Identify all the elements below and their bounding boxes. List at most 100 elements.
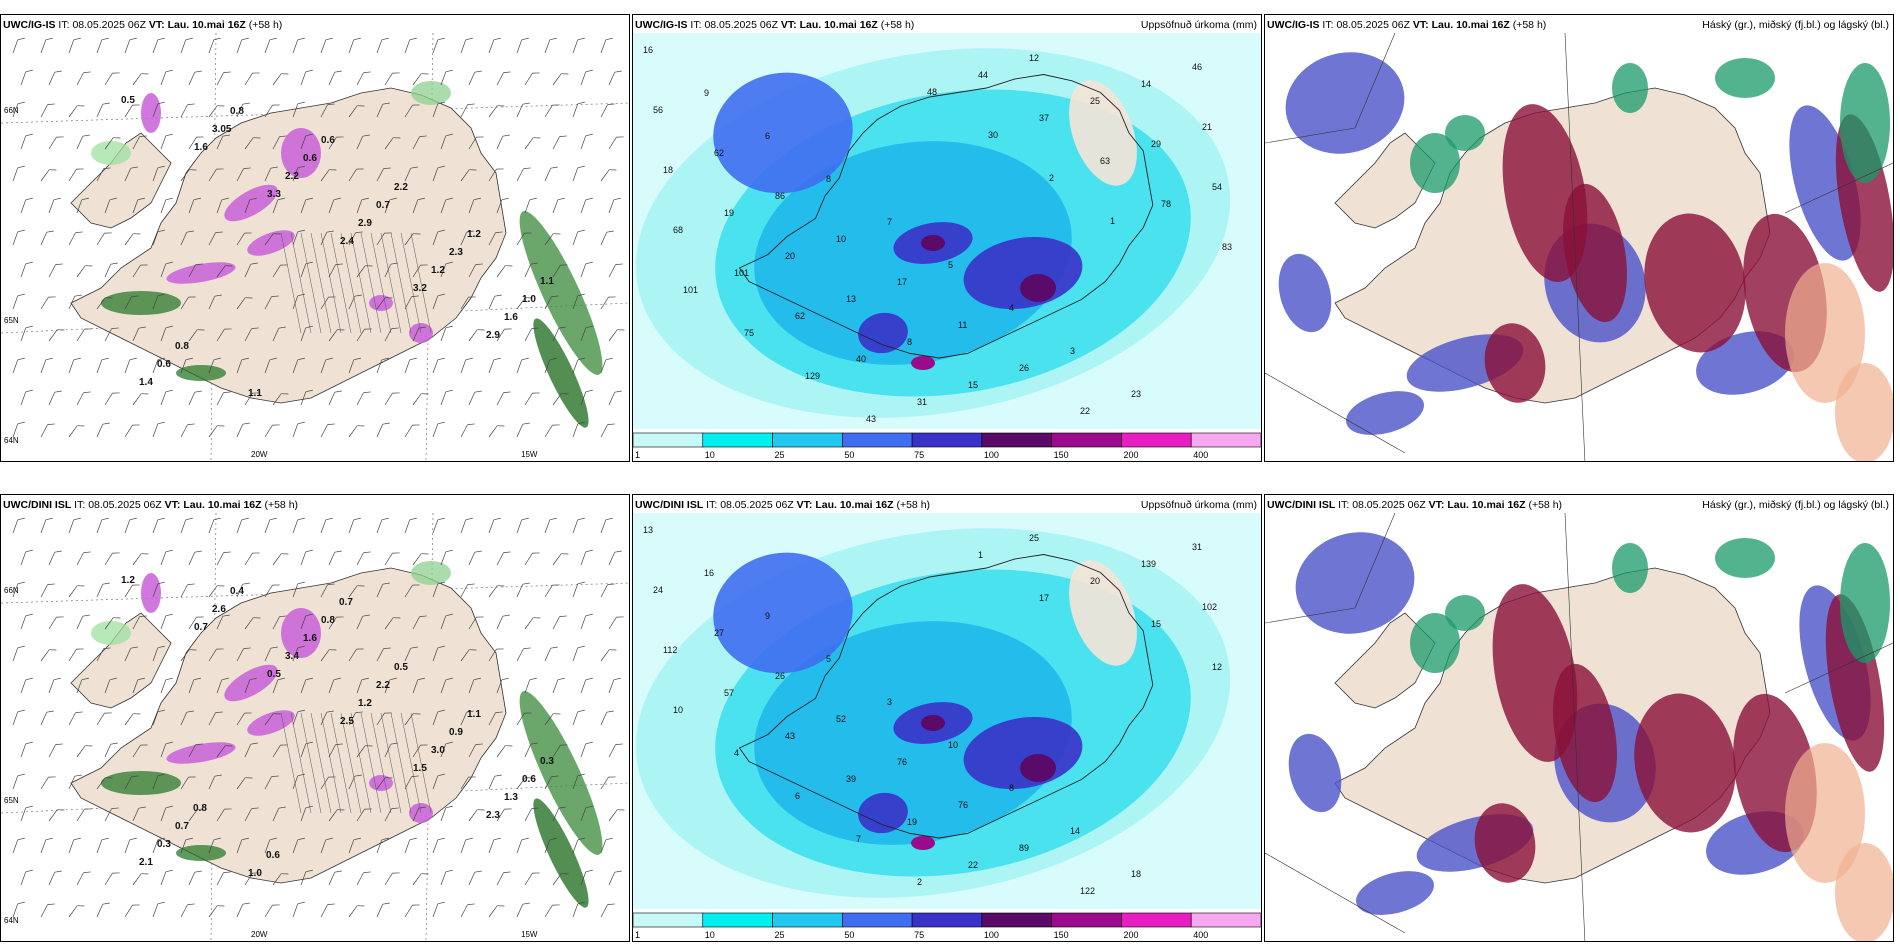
wind-barb — [264, 104, 280, 118]
wind-barb — [152, 229, 165, 246]
wind-barb — [600, 837, 613, 854]
precip-core — [1020, 274, 1056, 302]
wind-barb — [216, 265, 233, 278]
wind-barb — [432, 517, 445, 534]
wind-barb — [20, 741, 33, 758]
station-value: 21 — [1202, 122, 1212, 132]
station-value: 48 — [927, 87, 937, 97]
wind-barb — [376, 647, 391, 662]
wind-barb — [12, 357, 25, 374]
wind-barb — [524, 742, 538, 758]
wind-barb — [300, 613, 313, 630]
mid-cloud — [1634, 693, 1736, 833]
wind-barb — [460, 517, 473, 534]
station-value: 1 — [1110, 216, 1115, 226]
colorbar-tick: 75 — [914, 450, 924, 460]
wind-barb — [12, 837, 25, 854]
wind-barb — [272, 744, 288, 758]
wind-barb — [124, 37, 137, 54]
wind-barb — [488, 648, 504, 662]
wind-barb — [348, 231, 363, 246]
precip-map: 16 9 6 8 7 5 4 3 23 46 56 62 86 10 17 11 26 22 14 21 18 19 20 1… — [633, 33, 1261, 429]
wind-barb — [544, 37, 557, 54]
wind-barb — [384, 327, 399, 342]
wind-barb — [432, 901, 445, 918]
wind-barb — [348, 774, 362, 790]
wind-barb — [264, 904, 280, 918]
value-label: 2.2 — [376, 680, 390, 691]
station-value: 57 — [724, 688, 734, 698]
wind-barb — [468, 263, 483, 278]
wind-barb — [236, 647, 251, 662]
station-value: 68 — [673, 225, 683, 235]
wind-barb — [600, 37, 613, 54]
cloud-title: Háský (gr.), miðský (fj.bl.) og lágský (… — [1702, 499, 1889, 511]
wind-barb — [552, 806, 566, 822]
lon-line — [210, 513, 217, 941]
wind-barb — [432, 645, 445, 662]
station-value: 62 — [795, 311, 805, 321]
value-label: 0.6 — [321, 135, 335, 146]
wind-barb — [600, 230, 614, 246]
wind-barb — [572, 421, 585, 438]
value-label: 1.2 — [467, 229, 481, 240]
hatch-line — [340, 232, 362, 334]
wind-barb — [404, 775, 419, 790]
value-label: 0.7 — [339, 597, 353, 608]
wind-barb — [216, 871, 231, 886]
wind-barb — [188, 329, 205, 342]
wind-barb — [348, 105, 365, 118]
station-value: 43 — [785, 731, 795, 741]
cloud-mix — [1785, 743, 1865, 883]
iceland-outline — [738, 554, 1154, 839]
wind-barb — [96, 902, 110, 918]
wind-barb — [68, 517, 81, 534]
value-label: 2.2 — [394, 182, 408, 193]
wind-barb — [132, 615, 147, 630]
panel-title: UWC/DINI ISL IT: 08.05.2025 06Z VT: Lau.… — [635, 499, 931, 511]
green-shade — [519, 691, 603, 855]
wind-barb — [132, 73, 149, 86]
wind-barb — [104, 72, 120, 86]
wind-barb — [48, 197, 61, 214]
value-label: 1.3 — [504, 792, 518, 803]
wind-barb — [496, 745, 513, 758]
wind-barb — [76, 871, 91, 886]
lat-label: 65N — [4, 796, 19, 805]
wind-barb — [272, 393, 289, 406]
wind-barb — [264, 424, 280, 438]
value-label: 0.7 — [175, 821, 189, 832]
wind-barb — [216, 328, 232, 342]
wind-barb — [544, 104, 560, 118]
value-label: 1.6 — [194, 142, 208, 153]
cloud-mix — [1835, 363, 1893, 461]
wind-barb — [216, 197, 229, 214]
wind-barb — [20, 69, 33, 86]
wind-barb — [132, 135, 147, 150]
wind-barb — [404, 357, 417, 374]
projection-line — [1564, 513, 1586, 941]
wind-barb — [180, 776, 196, 790]
wind-barb — [468, 809, 485, 822]
wind-barb — [404, 837, 417, 854]
wind-barb — [544, 837, 557, 854]
wind-barb — [440, 261, 453, 278]
value-label: 1.2 — [431, 265, 445, 276]
colorbar-tick: 400 — [1193, 450, 1208, 460]
wind-barb — [488, 168, 504, 182]
hatch-line — [280, 712, 302, 814]
value-label: 1.1 — [467, 709, 481, 720]
wind-barb — [608, 329, 625, 342]
wind-barb — [292, 773, 305, 790]
wind-barb — [348, 905, 365, 918]
wind-barb — [376, 517, 389, 534]
wind-barb — [96, 777, 113, 790]
mid-cloud — [1644, 213, 1746, 353]
wind-barb — [384, 677, 397, 694]
wind-barb — [608, 743, 623, 758]
wind-barb — [524, 617, 541, 630]
wind-barb — [124, 233, 141, 246]
wind-barb — [496, 134, 510, 150]
value-label: 0.8 — [193, 803, 207, 814]
wind-barb — [96, 167, 111, 182]
